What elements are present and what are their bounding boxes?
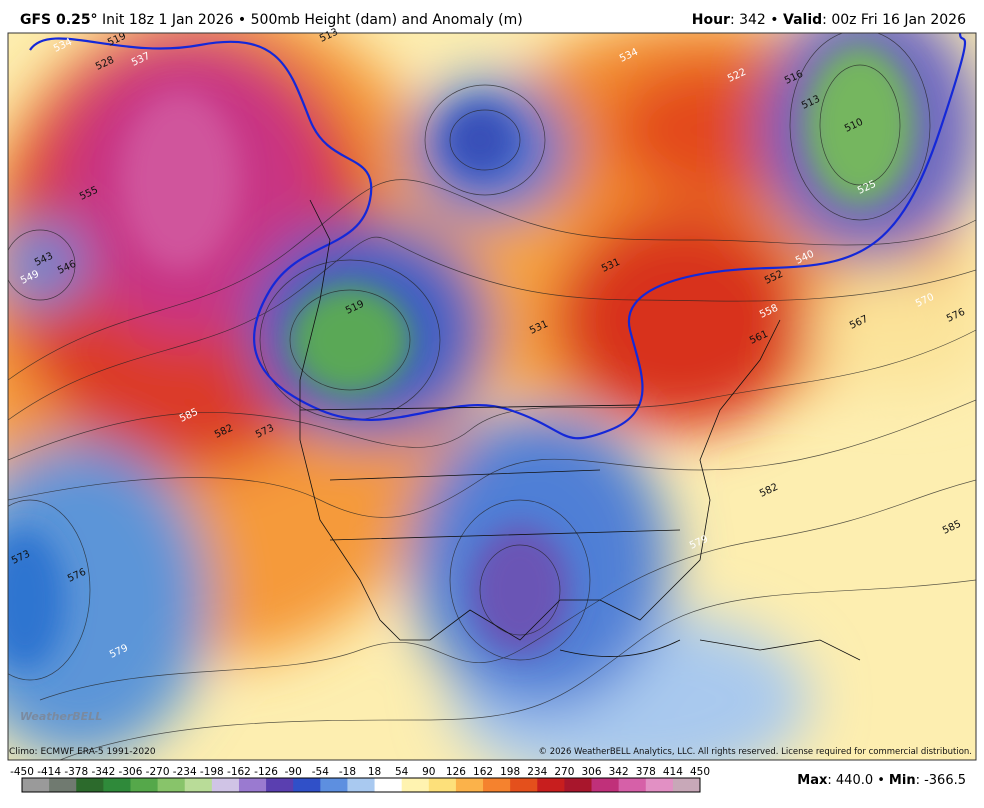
colorbar-segment <box>238 778 267 792</box>
colorbar-segment <box>347 778 376 792</box>
colorbar-frame <box>21 777 701 793</box>
colorbar-segment <box>293 778 321 792</box>
anomaly-field <box>8 33 976 760</box>
colorbar-tick-label: 306 <box>581 766 601 778</box>
colorbar-tick-label: -342 <box>91 766 115 778</box>
colorbar-segment <box>564 778 593 792</box>
header: GFS 0.25° Init 18z 1 Jan 2026 • 500mb He… <box>0 0 984 33</box>
valid-value: : 00z Fri 16 Jan 2026 <box>822 12 966 28</box>
colorbar-tick-label: -270 <box>146 766 170 778</box>
colorbar-tick-label: -126 <box>254 766 278 778</box>
hour-label: Hour <box>691 12 730 28</box>
description: Init 18z 1 Jan 2026 • 500mb Height (dam)… <box>102 12 523 28</box>
colorbar-segment <box>483 778 511 792</box>
colorbar-tick-label: 378 <box>636 766 656 778</box>
colorbar-tick-label: -90 <box>285 766 302 778</box>
colorbar-tick-label: 414 <box>663 766 683 778</box>
coastlines <box>299 199 861 661</box>
colorbar-tick-label: -450 <box>10 766 34 778</box>
540-contour <box>29 33 967 440</box>
colorbar-segment <box>455 778 484 792</box>
map-frame <box>7 32 977 761</box>
colorbar-segment <box>428 778 457 792</box>
min-label: Min <box>889 773 916 788</box>
colorbar-tick-label: 342 <box>609 766 629 778</box>
colorbar-tick-label: 54 <box>395 766 409 778</box>
max-label: Max <box>797 773 828 788</box>
colorbar-segment <box>49 778 77 792</box>
colorbar-tick-label: -378 <box>64 766 88 778</box>
colorbar-segment <box>157 778 186 792</box>
colorbar-segment <box>211 778 240 792</box>
colorbar-segment <box>76 778 104 792</box>
colorbar-segment <box>374 778 403 792</box>
colorbar-segment <box>645 778 674 792</box>
copyright: © 2026 WeatherBELL Analytics, LLC. All r… <box>539 747 972 757</box>
colorbar-tick-label: 234 <box>527 766 547 778</box>
colorbar-tick-label: 198 <box>500 766 520 778</box>
colorbar: -450 -414 -378 -342 -306 -270 -234 -198 -162 -126… <box>10 766 710 793</box>
valid-label: Valid <box>783 12 823 28</box>
hour-value: : 342 • <box>729 12 779 28</box>
model: GFS 0.25° <box>20 12 98 28</box>
colorbar-tick-label: 90 <box>422 766 435 778</box>
colorbar-segment <box>591 778 620 792</box>
colorbar-tick-label: 270 <box>554 766 574 778</box>
max-value: : 440.0 • <box>827 773 885 788</box>
header-left: GFS 0.25° Init 18z 1 Jan 2026 • 500mb He… <box>20 12 523 28</box>
colorbar-segment <box>320 778 348 792</box>
colorbar-segment <box>266 778 294 792</box>
colorbar-segment <box>510 778 538 792</box>
colorbar-segment <box>672 778 701 792</box>
header-right: Hour: 342 • Valid: 00z Fri 16 Jan 2026 <box>692 12 966 28</box>
colorbar-tick-label: 450 <box>690 766 710 778</box>
colorbar-tick-label: -306 <box>119 766 143 778</box>
colorbar-segment <box>618 778 647 792</box>
min-value: : -366.5 <box>916 773 966 788</box>
colorbar-tick-label: -414 <box>37 766 61 778</box>
colorbar-segment <box>184 778 213 792</box>
colorbar-segment <box>22 778 50 792</box>
colorbar-tick-label: 18 <box>368 766 381 778</box>
colorbar-tick-label: -18 <box>339 766 356 778</box>
colorbar-tick-label: -54 <box>312 766 329 778</box>
max-min: Max: 440.0 • Min: -366.5 <box>797 773 966 788</box>
colorbar-segment <box>537 778 565 792</box>
brand: WeatherBELL <box>20 710 102 723</box>
colorbar-tick-label: 162 <box>473 766 493 778</box>
colorbar-tick-label: -162 <box>227 766 251 778</box>
colorbar-segment <box>401 778 430 792</box>
colorbar-tick-label: -198 <box>200 766 224 778</box>
height-contours <box>8 33 976 760</box>
colorbar-segment <box>103 778 131 792</box>
climo: Climo: ECMWF ERA-5 1991-2020 <box>9 747 156 757</box>
colorbar-segment <box>130 778 159 792</box>
colorbar-tick-label: -234 <box>173 766 197 778</box>
colorbar-tick-label: 126 <box>446 766 466 778</box>
